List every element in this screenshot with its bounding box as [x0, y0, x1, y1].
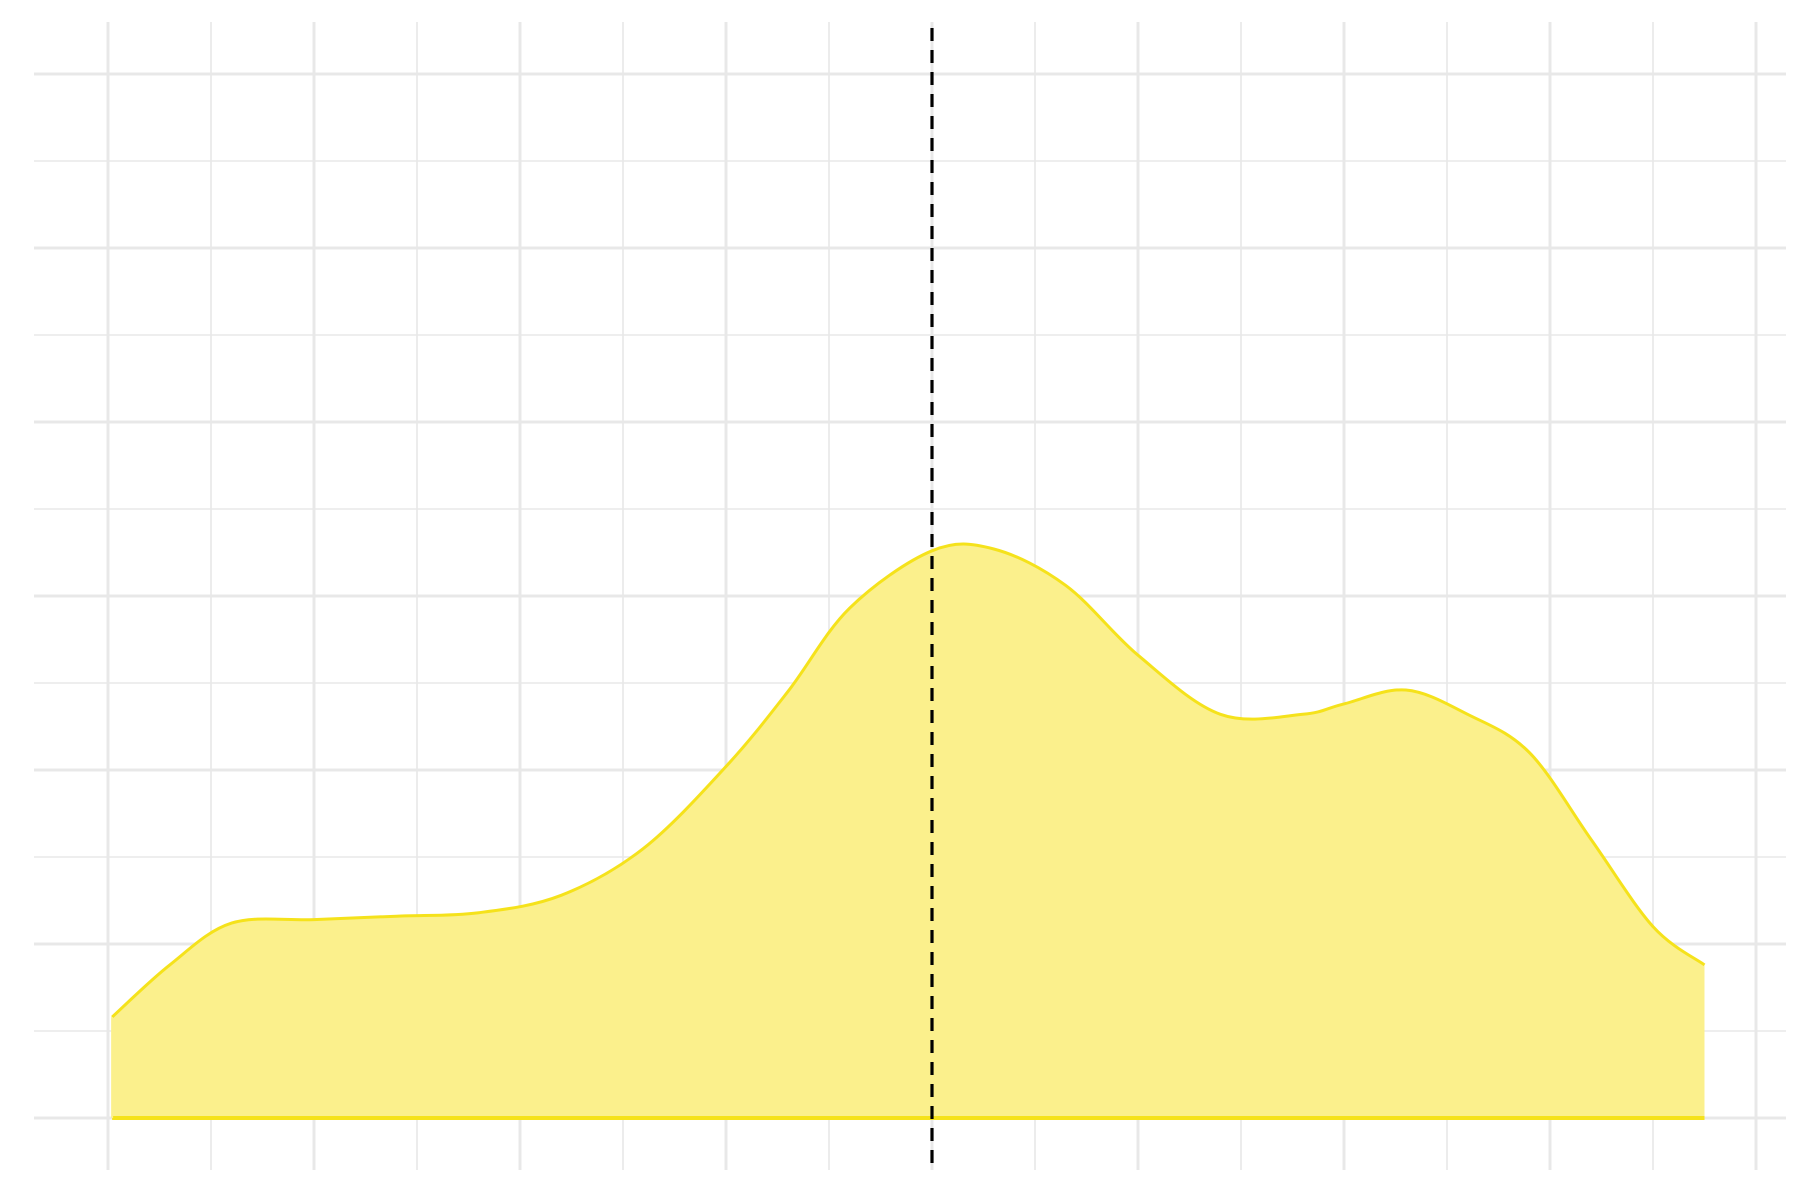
density-line: [111, 542, 1706, 1019]
series-layer: [111, 542, 1706, 1120]
density-area: [112, 544, 1705, 1118]
